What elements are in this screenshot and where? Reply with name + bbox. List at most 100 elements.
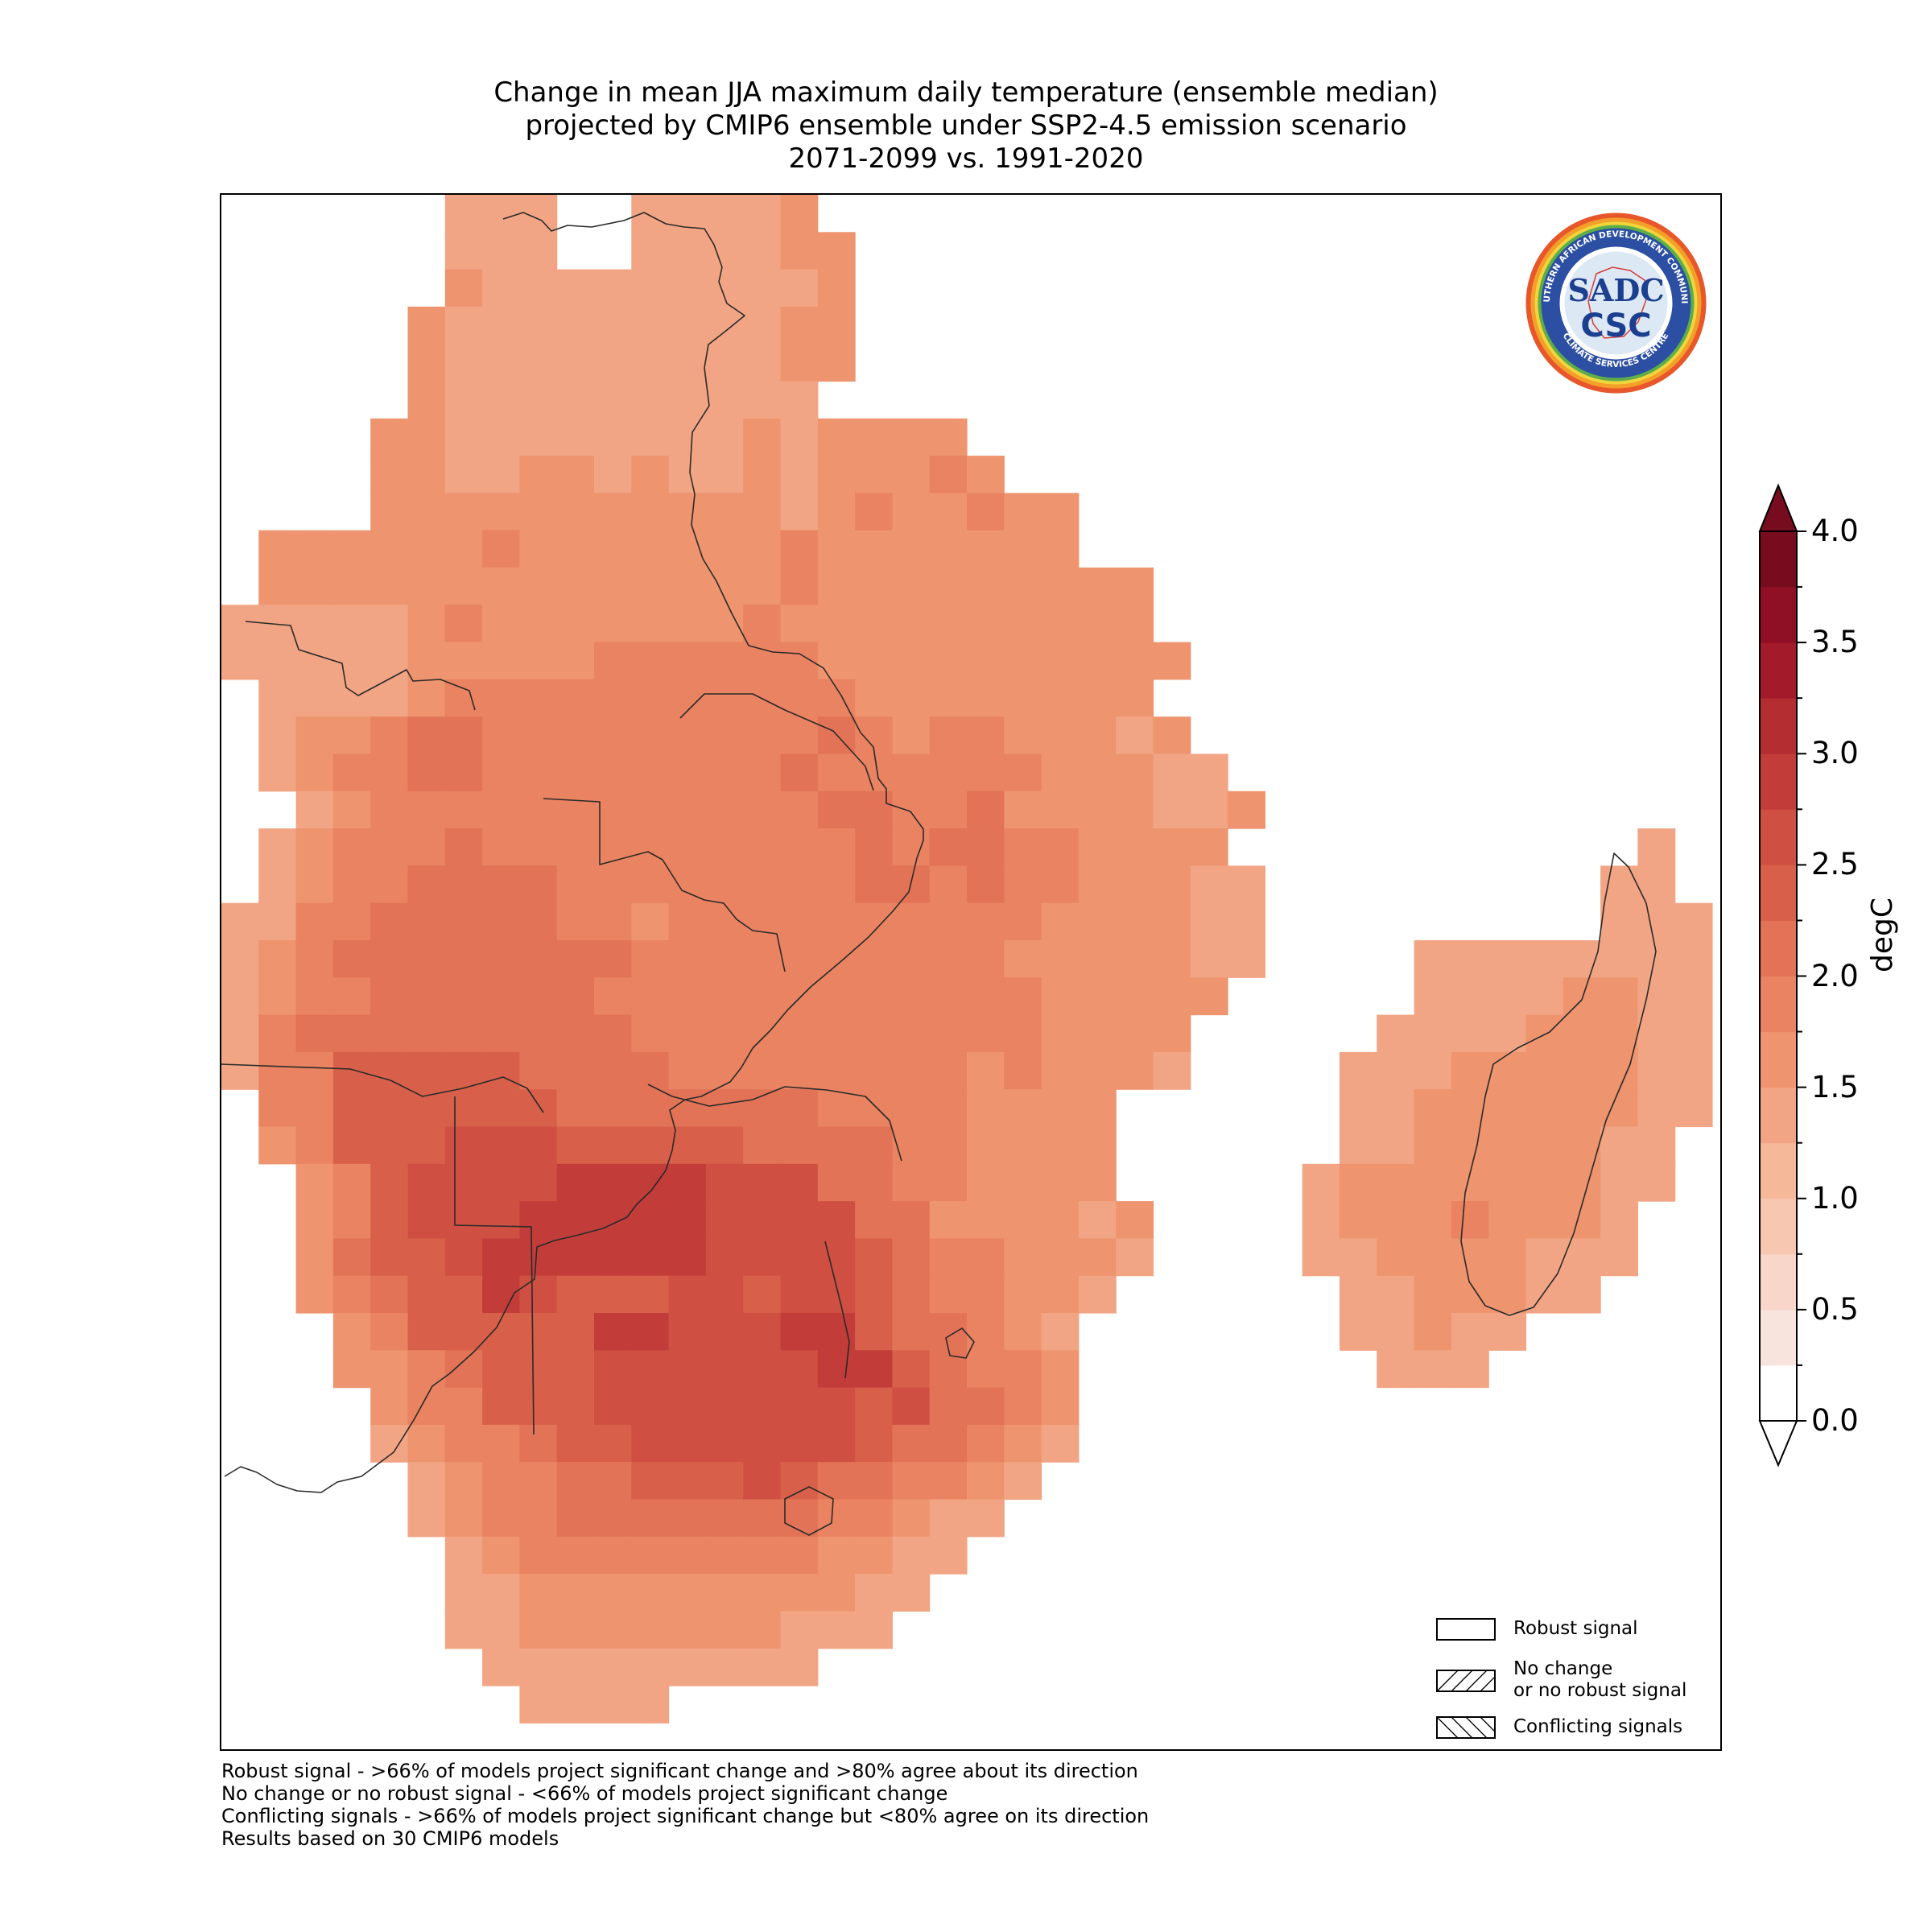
grid-cell bbox=[631, 1163, 670, 1202]
grid-cell bbox=[1004, 1350, 1042, 1389]
madagascar-coastline bbox=[1460, 852, 1657, 1316]
grid-cell bbox=[817, 1089, 856, 1128]
logo-emblem: SOUTHERN AFRICAN DEVELOPMENT COMMUNITY C… bbox=[1520, 204, 1707, 394]
grid-cell bbox=[407, 1313, 446, 1351]
grid-cell bbox=[705, 1499, 744, 1538]
grid-cell bbox=[817, 865, 856, 904]
grid-cell bbox=[743, 232, 782, 270]
grid-cell bbox=[929, 1462, 968, 1501]
grid-cell bbox=[444, 865, 483, 904]
grid-cell bbox=[631, 306, 670, 345]
grid-cell bbox=[892, 1089, 931, 1128]
grid-cell bbox=[258, 568, 297, 605]
grid-cell bbox=[1488, 1051, 1527, 1090]
grid-cell bbox=[1228, 940, 1265, 978]
grid-cell bbox=[780, 605, 819, 643]
grid-cell bbox=[1451, 1350, 1489, 1389]
note-conflicting: Conflicting signals - >66% of models pro… bbox=[221, 1805, 1150, 1827]
grid-cell bbox=[332, 605, 371, 643]
grid-cell bbox=[892, 940, 931, 978]
grid-cell bbox=[519, 1275, 558, 1314]
grid-cell bbox=[407, 1126, 446, 1165]
grid-cell bbox=[705, 1387, 744, 1426]
grid-cell bbox=[817, 568, 856, 605]
border-mozambique-sa bbox=[824, 1241, 850, 1379]
grid-cell bbox=[1340, 1089, 1377, 1128]
grid-cell bbox=[929, 1499, 968, 1538]
grid-cell bbox=[407, 902, 446, 941]
grid-cell bbox=[332, 1163, 371, 1202]
grid-cell bbox=[444, 1462, 483, 1501]
grid-cell bbox=[1078, 1163, 1117, 1202]
grid-cell bbox=[705, 902, 744, 941]
grid-cell bbox=[594, 381, 632, 419]
grid-cell bbox=[780, 753, 819, 792]
grid-cell bbox=[1041, 1387, 1080, 1426]
grid-cell bbox=[1190, 902, 1228, 941]
grid-cell bbox=[295, 828, 334, 866]
grid-cell bbox=[1153, 642, 1191, 680]
grid-cell bbox=[892, 530, 931, 568]
grid-cell bbox=[594, 716, 632, 755]
grid-cell bbox=[1414, 1126, 1452, 1165]
grid-cell bbox=[407, 1163, 446, 1202]
grid-cell bbox=[1116, 977, 1154, 1016]
colorbar-tick-label: 2.5 bbox=[1811, 847, 1859, 882]
grid-cell bbox=[1488, 977, 1527, 1016]
grid-cell bbox=[817, 902, 856, 941]
grid-cell bbox=[1153, 828, 1191, 866]
grid-cell bbox=[556, 1686, 595, 1724]
grid-cell bbox=[1004, 791, 1042, 829]
grid-cell bbox=[780, 1126, 819, 1165]
grid-cell bbox=[705, 1648, 744, 1686]
grid-cell bbox=[780, 306, 819, 345]
grid-cell bbox=[929, 1201, 968, 1239]
grid-cell bbox=[1004, 753, 1042, 792]
grid-cell bbox=[295, 679, 334, 717]
grid-cell bbox=[817, 1499, 856, 1538]
grid-cell bbox=[1190, 828, 1228, 866]
grid-cell bbox=[967, 753, 1005, 792]
grid-cell bbox=[780, 1648, 819, 1686]
grid-cell bbox=[631, 1387, 670, 1426]
grid-cell bbox=[519, 493, 558, 531]
colorbar-cell bbox=[1760, 1364, 1797, 1422]
grid-cell bbox=[407, 1051, 446, 1090]
grid-cell bbox=[1041, 1275, 1080, 1314]
grid-cell bbox=[258, 679, 297, 717]
grid-cell bbox=[1153, 716, 1191, 755]
grid-cell bbox=[631, 456, 670, 493]
grid-cell bbox=[668, 902, 707, 941]
grid-cell bbox=[1600, 1014, 1638, 1053]
grid-cell bbox=[1414, 1238, 1452, 1277]
grid-cell bbox=[295, 605, 334, 643]
colorbar-cell bbox=[1760, 1142, 1797, 1199]
grid-cell bbox=[594, 1014, 632, 1053]
logo-sadc-text: SADC bbox=[1567, 272, 1664, 308]
grid-cell bbox=[1041, 716, 1080, 755]
grid-cell bbox=[1041, 1424, 1080, 1463]
grid-cell bbox=[482, 1275, 520, 1314]
grid-cell bbox=[892, 1163, 931, 1202]
lesotho bbox=[784, 1486, 834, 1536]
grid-cell bbox=[1041, 530, 1080, 568]
grid-cell bbox=[1563, 1201, 1601, 1239]
grid-cell bbox=[556, 269, 595, 308]
grid-cell bbox=[967, 865, 1005, 904]
grid-cell bbox=[556, 753, 595, 792]
grid-cell bbox=[221, 1014, 259, 1053]
grid-cell bbox=[1377, 1051, 1415, 1090]
grid-cell bbox=[1078, 828, 1117, 866]
grid-cell bbox=[407, 1238, 446, 1277]
grid-cell bbox=[855, 977, 893, 1016]
grid-cell bbox=[519, 1387, 558, 1426]
grid-cell bbox=[482, 1648, 520, 1686]
grid-cell bbox=[705, 1574, 744, 1612]
grid-cell bbox=[295, 791, 334, 829]
grid-cell bbox=[817, 605, 856, 643]
grid-cell bbox=[1377, 1238, 1415, 1277]
grid-cell bbox=[482, 1424, 520, 1463]
grid-cell bbox=[967, 940, 1005, 978]
grid-cell bbox=[780, 1201, 819, 1239]
grid-cell bbox=[855, 1126, 893, 1165]
